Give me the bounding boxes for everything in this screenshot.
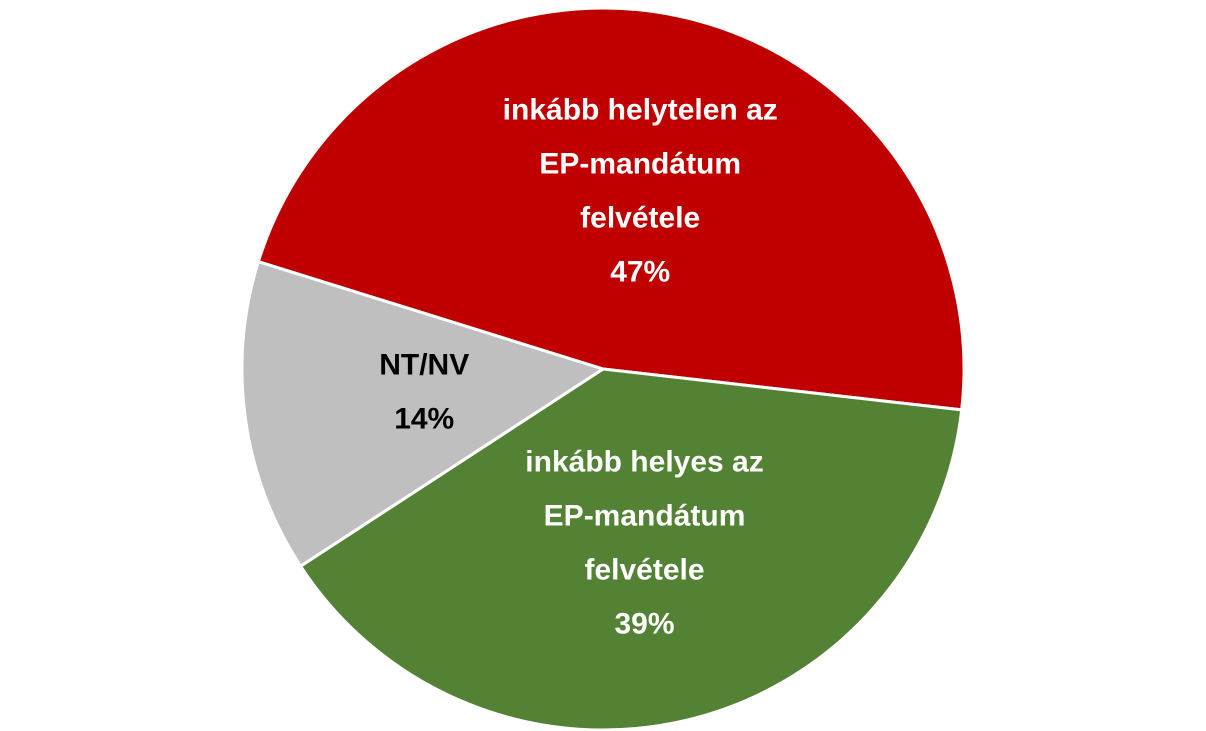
value-label: 14% bbox=[394, 403, 454, 436]
slice-label: EP-mandátum bbox=[544, 500, 746, 533]
slice-label: NT/NV bbox=[379, 349, 469, 382]
value-label: 47% bbox=[610, 255, 670, 288]
slice-label: inkább helyes az bbox=[525, 446, 763, 479]
value-label: 39% bbox=[615, 608, 675, 641]
slice-label: felvétele bbox=[584, 554, 704, 587]
slice-label: inkább helytelen az bbox=[503, 93, 778, 126]
pie-slice bbox=[256, 6, 966, 412]
slice-label: felvétele bbox=[580, 201, 700, 234]
pie-slice bbox=[240, 259, 607, 569]
slice-label: EP-mandátum bbox=[539, 147, 741, 180]
